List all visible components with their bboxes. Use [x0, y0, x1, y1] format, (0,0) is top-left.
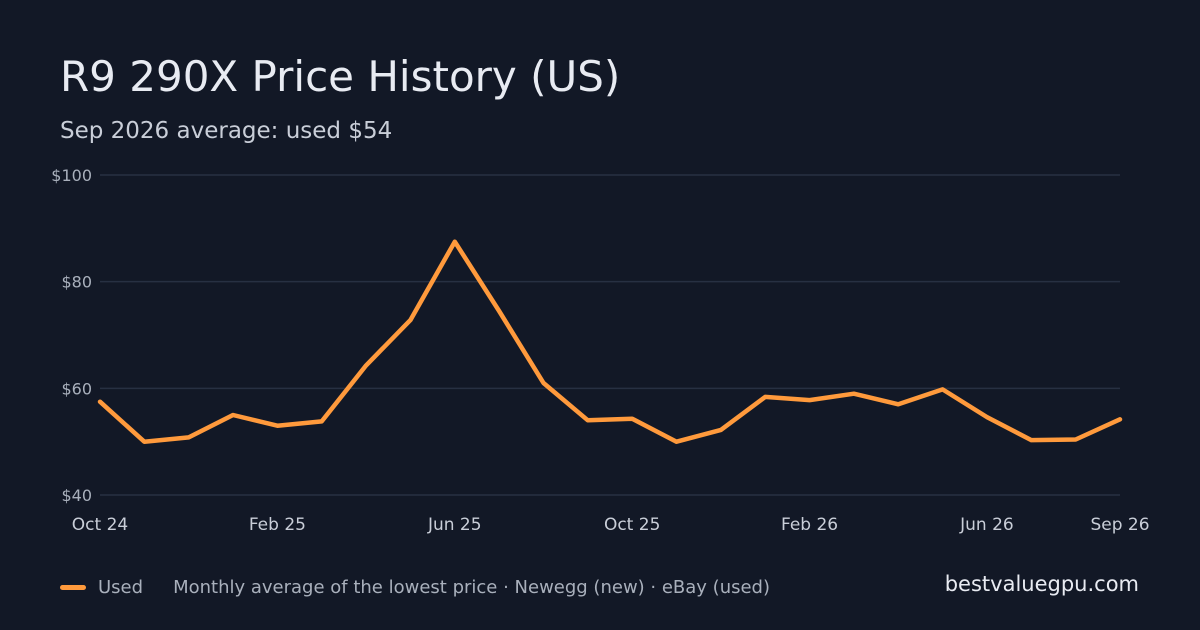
legend-swatch-used — [60, 584, 86, 590]
x-tick-label: Oct 24 — [72, 515, 128, 535]
x-tick-label: Jun 25 — [427, 515, 482, 535]
y-tick-label: $40 — [61, 486, 92, 505]
x-tick-label: Jun 26 — [959, 515, 1014, 535]
chart-subtitle: Sep 2026 average: used $54 — [60, 118, 393, 144]
series-line-used — [97, 239, 1123, 444]
chart-footer: Used Monthly average of the lowest price… — [60, 574, 770, 600]
y-axis-ticks: $40 $60 $80 $100 — [51, 166, 92, 505]
series-lines — [97, 239, 1123, 444]
brand-name: bestvaluegpu.com — [944, 572, 1139, 596]
x-tick-label: Oct 25 — [604, 515, 660, 535]
chart-title: R9 290X Price History (US) — [60, 52, 621, 101]
x-tick-label: Feb 25 — [249, 515, 306, 535]
x-tick-label: Feb 26 — [781, 515, 838, 535]
x-tick-label: Sep 26 — [1090, 515, 1149, 535]
x-axis-ticks: Oct 24 Feb 25 Jun 25 Oct 25 Feb 26 Jun 26 Sep … — [72, 515, 1150, 535]
y-tick-label: $60 — [61, 379, 92, 398]
gridlines — [100, 174, 1120, 496]
legend-label-used: Used — [98, 576, 144, 598]
source-note: Monthly average of the lowest price · Ne… — [173, 576, 771, 598]
y-tick-label: $80 — [61, 273, 92, 292]
y-tick-label: $100 — [51, 166, 92, 185]
